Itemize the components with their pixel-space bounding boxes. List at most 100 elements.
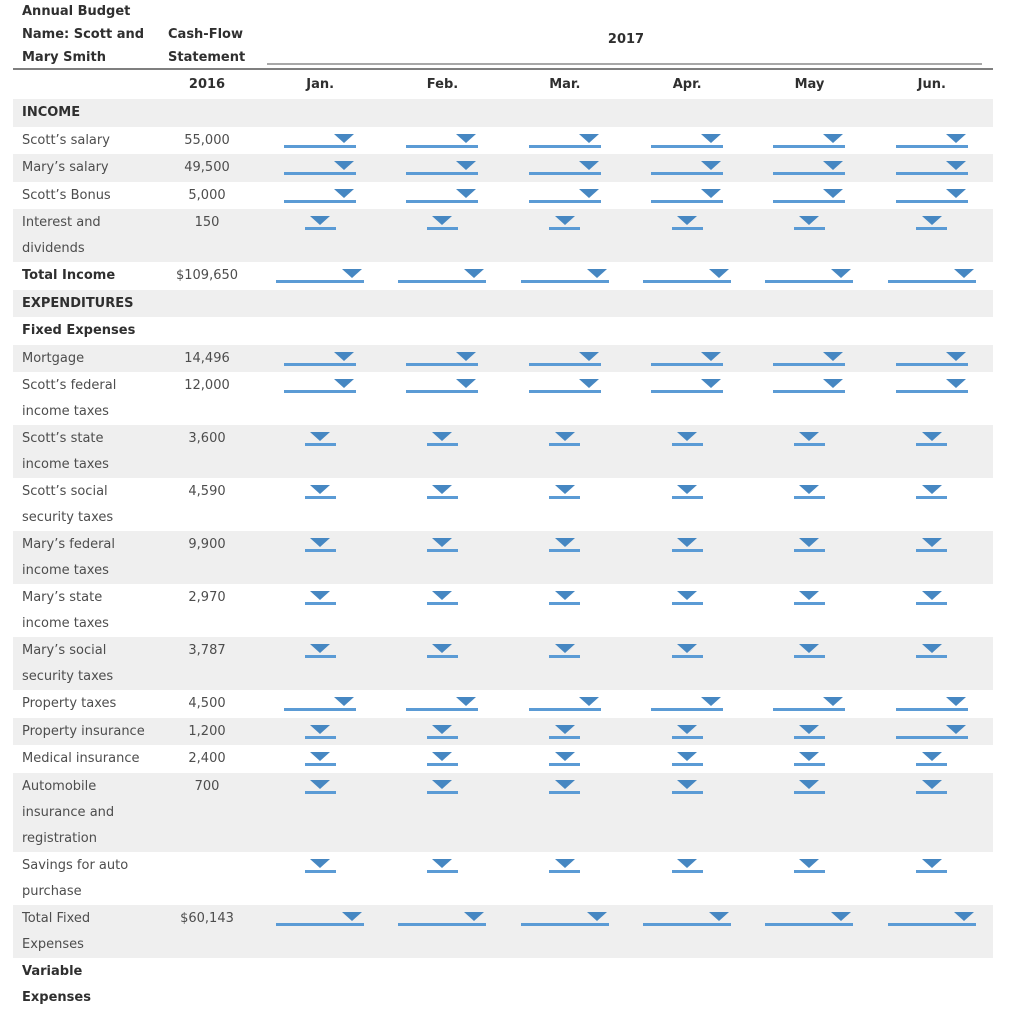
month-dropdown[interactable] — [765, 911, 854, 926]
month-dropdown[interactable] — [426, 779, 458, 794]
month-dropdown[interactable] — [895, 351, 968, 366]
month-dropdown[interactable] — [304, 752, 336, 766]
month-dropdown[interactable] — [651, 188, 724, 203]
month-dropdown[interactable] — [304, 538, 336, 552]
month-dropdown[interactable] — [549, 858, 581, 873]
month-dropdown[interactable] — [528, 188, 601, 203]
month-dropdown[interactable] — [406, 188, 479, 203]
month-dropdown[interactable] — [793, 779, 825, 794]
month-dropdown[interactable] — [916, 591, 948, 605]
month-dropdown[interactable] — [895, 379, 968, 393]
month-dropdown[interactable] — [284, 697, 357, 711]
month-dropdown[interactable] — [651, 379, 724, 393]
month-dropdown[interactable] — [671, 752, 703, 766]
month-dropdown[interactable] — [671, 724, 703, 739]
month-dropdown[interactable] — [793, 432, 825, 446]
month-dropdown[interactable] — [406, 697, 479, 711]
month-dropdown[interactable] — [887, 911, 976, 926]
month-dropdown[interactable] — [426, 485, 458, 499]
month-dropdown[interactable] — [643, 269, 732, 283]
month-dropdown[interactable] — [643, 911, 732, 926]
month-dropdown[interactable] — [406, 351, 479, 366]
month-dropdown[interactable] — [304, 858, 336, 873]
month-dropdown[interactable] — [549, 538, 581, 552]
month-dropdown[interactable] — [398, 911, 487, 926]
month-dropdown[interactable] — [304, 644, 336, 658]
month-dropdown[interactable] — [549, 779, 581, 794]
month-dropdown[interactable] — [426, 591, 458, 605]
month-dropdown[interactable] — [426, 752, 458, 766]
month-dropdown[interactable] — [304, 724, 336, 739]
month-dropdown[interactable] — [793, 724, 825, 739]
month-dropdown[interactable] — [406, 379, 479, 393]
month-dropdown[interactable] — [528, 161, 601, 175]
month-dropdown[interactable] — [793, 752, 825, 766]
month-dropdown[interactable] — [426, 644, 458, 658]
month-dropdown[interactable] — [671, 538, 703, 552]
month-dropdown[interactable] — [426, 432, 458, 446]
month-dropdown[interactable] — [651, 133, 724, 148]
month-dropdown[interactable] — [284, 188, 357, 203]
month-dropdown[interactable] — [773, 379, 846, 393]
month-dropdown[interactable] — [916, 752, 948, 766]
month-dropdown[interactable] — [549, 752, 581, 766]
month-dropdown[interactable] — [304, 779, 336, 794]
month-dropdown[interactable] — [916, 858, 948, 873]
month-dropdown[interactable] — [549, 485, 581, 499]
month-dropdown[interactable] — [916, 538, 948, 552]
month-dropdown[interactable] — [276, 911, 365, 926]
month-dropdown[interactable] — [528, 133, 601, 148]
month-dropdown[interactable] — [520, 911, 609, 926]
month-dropdown[interactable] — [671, 591, 703, 605]
month-dropdown[interactable] — [284, 379, 357, 393]
month-dropdown[interactable] — [528, 351, 601, 366]
month-dropdown[interactable] — [426, 724, 458, 739]
month-dropdown[interactable] — [887, 269, 976, 283]
month-dropdown[interactable] — [426, 538, 458, 552]
month-dropdown[interactable] — [284, 351, 357, 366]
month-dropdown[interactable] — [916, 432, 948, 446]
month-dropdown[interactable] — [916, 216, 948, 230]
month-dropdown[interactable] — [671, 485, 703, 499]
month-dropdown[interactable] — [895, 161, 968, 175]
month-dropdown[interactable] — [895, 133, 968, 148]
month-dropdown[interactable] — [549, 644, 581, 658]
month-dropdown[interactable] — [651, 351, 724, 366]
month-dropdown[interactable] — [895, 724, 968, 739]
month-dropdown[interactable] — [528, 379, 601, 393]
month-dropdown[interactable] — [284, 133, 357, 148]
month-dropdown[interactable] — [549, 216, 581, 230]
month-dropdown[interactable] — [765, 269, 854, 283]
month-dropdown[interactable] — [520, 269, 609, 283]
month-dropdown[interactable] — [916, 485, 948, 499]
month-dropdown[interactable] — [793, 858, 825, 873]
month-dropdown[interactable] — [398, 269, 487, 283]
month-dropdown[interactable] — [671, 858, 703, 873]
month-dropdown[interactable] — [793, 485, 825, 499]
month-dropdown[interactable] — [406, 133, 479, 148]
month-dropdown[interactable] — [895, 697, 968, 711]
month-dropdown[interactable] — [671, 644, 703, 658]
month-dropdown[interactable] — [426, 216, 458, 230]
month-dropdown[interactable] — [549, 432, 581, 446]
month-dropdown[interactable] — [528, 697, 601, 711]
month-dropdown[interactable] — [793, 538, 825, 552]
month-dropdown[interactable] — [549, 724, 581, 739]
month-dropdown[interactable] — [406, 161, 479, 175]
month-dropdown[interactable] — [793, 644, 825, 658]
month-dropdown[interactable] — [426, 858, 458, 873]
month-dropdown[interactable] — [304, 216, 336, 230]
month-dropdown[interactable] — [773, 697, 846, 711]
month-dropdown[interactable] — [276, 269, 365, 283]
month-dropdown[interactable] — [304, 591, 336, 605]
month-dropdown[interactable] — [773, 351, 846, 366]
month-dropdown[interactable] — [671, 216, 703, 230]
month-dropdown[interactable] — [773, 133, 846, 148]
month-dropdown[interactable] — [773, 161, 846, 175]
month-dropdown[interactable] — [895, 188, 968, 203]
month-dropdown[interactable] — [671, 432, 703, 446]
month-dropdown[interactable] — [916, 779, 948, 794]
month-dropdown[interactable] — [549, 591, 581, 605]
month-dropdown[interactable] — [671, 779, 703, 794]
month-dropdown[interactable] — [651, 697, 724, 711]
